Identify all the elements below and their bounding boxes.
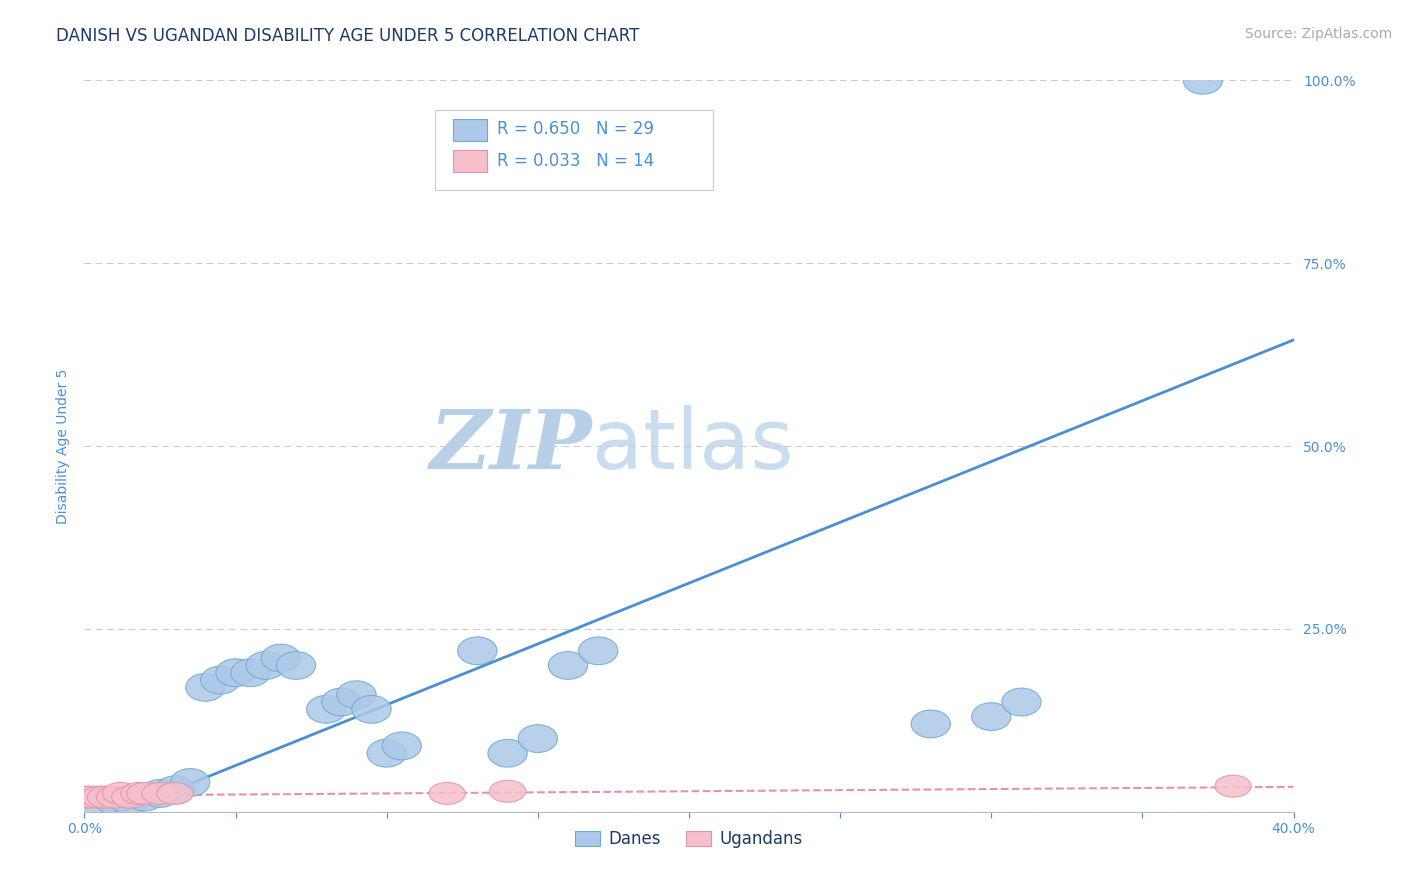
Ellipse shape — [142, 782, 179, 805]
Ellipse shape — [1215, 775, 1251, 797]
Ellipse shape — [458, 637, 496, 665]
Text: atlas: atlas — [592, 406, 794, 486]
Ellipse shape — [1184, 66, 1222, 95]
Ellipse shape — [429, 782, 465, 805]
Ellipse shape — [277, 651, 315, 680]
Ellipse shape — [82, 786, 118, 808]
Ellipse shape — [110, 787, 149, 814]
Text: Source: ZipAtlas.com: Source: ZipAtlas.com — [1244, 27, 1392, 41]
Ellipse shape — [96, 787, 134, 814]
Ellipse shape — [231, 659, 270, 687]
Ellipse shape — [337, 681, 375, 708]
Ellipse shape — [262, 644, 301, 672]
Ellipse shape — [66, 786, 103, 808]
Text: R = 0.033   N = 14: R = 0.033 N = 14 — [496, 152, 654, 169]
Ellipse shape — [125, 783, 165, 811]
Ellipse shape — [548, 651, 588, 680]
Ellipse shape — [127, 782, 163, 805]
FancyBboxPatch shape — [434, 110, 713, 190]
Ellipse shape — [489, 780, 526, 802]
Ellipse shape — [322, 688, 361, 716]
Y-axis label: Disability Age Under 5: Disability Age Under 5 — [56, 368, 70, 524]
Ellipse shape — [307, 696, 346, 723]
Ellipse shape — [156, 776, 194, 804]
Ellipse shape — [103, 782, 139, 805]
Text: R = 0.650   N = 29: R = 0.650 N = 29 — [496, 120, 654, 138]
Ellipse shape — [488, 739, 527, 767]
Ellipse shape — [201, 666, 240, 694]
Ellipse shape — [579, 637, 617, 665]
Ellipse shape — [72, 786, 108, 808]
Ellipse shape — [87, 786, 124, 808]
Ellipse shape — [352, 696, 391, 723]
Ellipse shape — [1002, 688, 1040, 716]
Ellipse shape — [367, 739, 406, 767]
Ellipse shape — [157, 782, 193, 805]
Ellipse shape — [186, 673, 225, 701]
Ellipse shape — [111, 786, 148, 808]
Ellipse shape — [519, 724, 557, 753]
Ellipse shape — [382, 732, 422, 760]
Ellipse shape — [141, 780, 180, 807]
FancyBboxPatch shape — [453, 150, 486, 171]
Ellipse shape — [911, 710, 950, 738]
Ellipse shape — [972, 703, 1011, 731]
Ellipse shape — [217, 659, 254, 687]
Text: ZIP: ZIP — [430, 406, 592, 486]
Ellipse shape — [246, 651, 285, 680]
FancyBboxPatch shape — [453, 119, 486, 141]
Ellipse shape — [80, 790, 120, 818]
Ellipse shape — [121, 782, 157, 805]
Ellipse shape — [97, 786, 132, 808]
Text: DANISH VS UGANDAN DISABILITY AGE UNDER 5 CORRELATION CHART: DANISH VS UGANDAN DISABILITY AGE UNDER 5… — [56, 27, 640, 45]
Legend: Danes, Ugandans: Danes, Ugandans — [568, 823, 810, 855]
Ellipse shape — [170, 769, 209, 797]
